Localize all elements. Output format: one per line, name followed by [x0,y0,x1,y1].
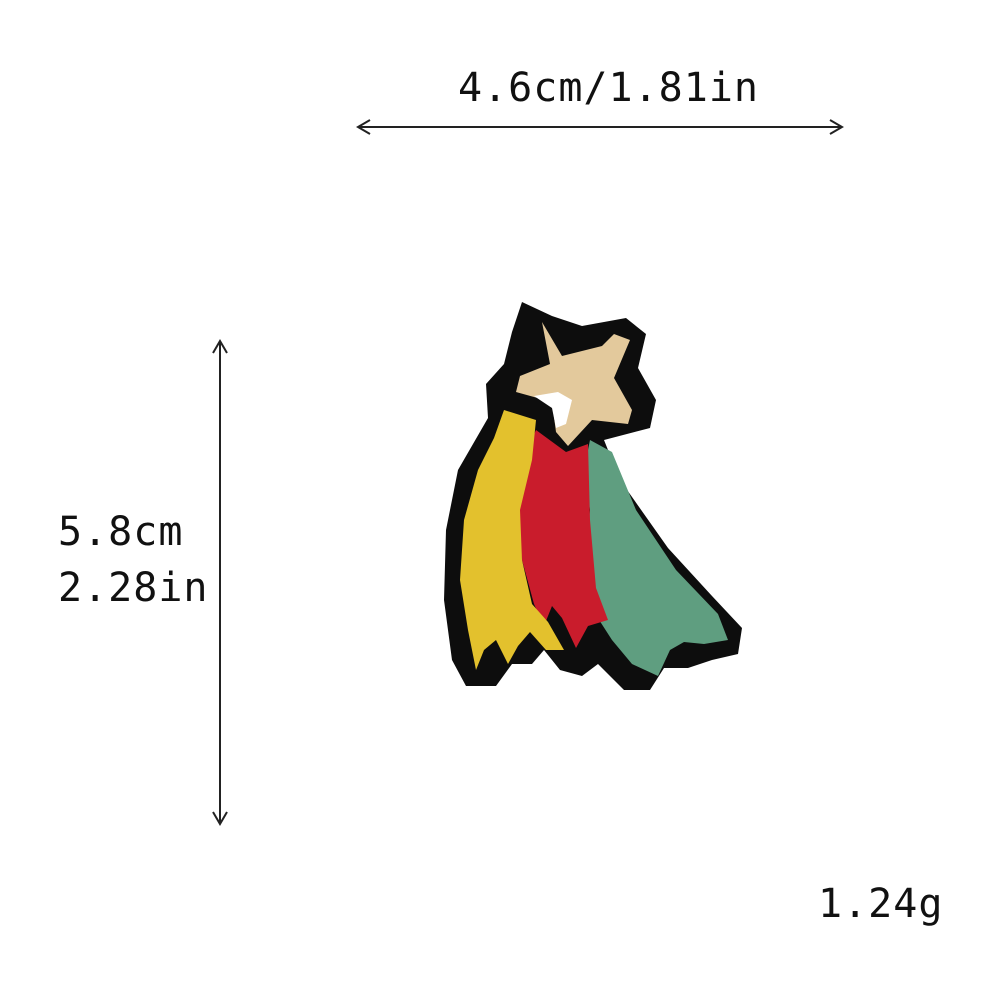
star-highlight [534,392,572,428]
height-dimension-in-label: 2.28in [58,565,209,611]
height-dimension-cm-label: 5.8cm [58,509,184,555]
shooting-star-patch-image [444,302,742,690]
height-arrow-icon [212,339,228,826]
width-arrow-icon [356,119,844,135]
green-tail [584,440,728,676]
width-dimension-label: 4.6cm/1.81in [458,65,759,111]
weight-label: 1.24g [818,881,944,927]
red-tail [516,430,608,648]
star-shape [516,322,632,446]
yellow-tail [460,410,564,670]
